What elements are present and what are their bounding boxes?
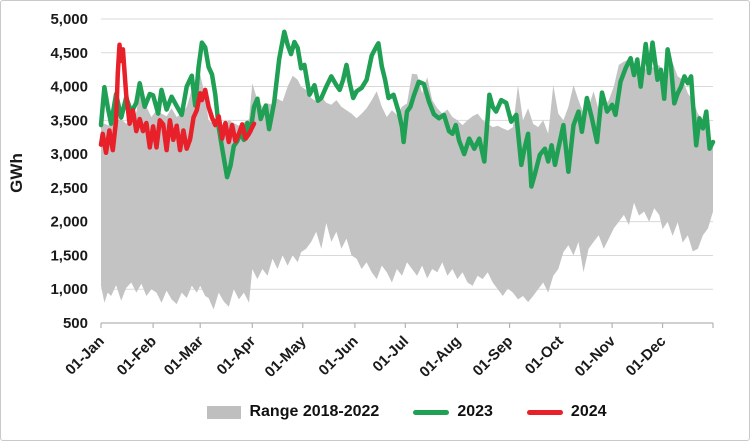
x-axis-group (100, 322, 714, 328)
legend-item-2024: 2024 (526, 403, 607, 421)
x-tick-label: 01-Feb (114, 333, 160, 379)
series-lines-group (98, 29, 716, 189)
y-tick-label: 3,500 (50, 112, 88, 129)
series-2023-swatch (413, 409, 450, 415)
x-tick-label: 01-Jun (315, 333, 361, 379)
y-tick-label: 500 (63, 315, 88, 332)
y-tick-label: 3,000 (50, 146, 88, 163)
range-band-swatch (207, 405, 242, 419)
y-tick-label: 2,500 (50, 180, 88, 197)
y-tick-label: 5,000 (50, 11, 88, 28)
line-2023 (98, 29, 716, 189)
x-tick-label: 01-Aug (416, 333, 464, 381)
x-tick-label: 01-Dec (623, 333, 670, 380)
chart-legend: Range 2018-2022 2023 2024 (101, 397, 713, 427)
x-tick-label: 01-Sep (470, 333, 517, 380)
series-2024-swatch (526, 409, 563, 415)
legend-item-2023: 2023 (413, 403, 493, 421)
y-axis-title: GWh (7, 153, 26, 193)
x-tick-label: 01-May (262, 332, 310, 380)
y-tick-label: 1,000 (50, 281, 88, 298)
x-tick-label: 01-Nov (572, 332, 620, 380)
legend-label-2024: 2024 (570, 403, 607, 420)
y-tick-label: 4,000 (50, 79, 88, 96)
legend-item-range: Range 2018-2022 (207, 403, 379, 421)
x-tick-label: 01-Oct (522, 333, 567, 378)
x-tick-label: 01-Jul (369, 333, 412, 376)
y-tick-label: 2,000 (50, 214, 88, 231)
line-2024 (98, 42, 257, 156)
x-tick-label: 01-Apr (214, 333, 260, 379)
y-tick-label: 1,500 (50, 247, 88, 264)
x-tick-label: 01-Jan (62, 333, 108, 379)
y-tick-label: 4,500 (50, 45, 88, 62)
legend-label-2023: 2023 (457, 403, 493, 420)
x-tick-label: 01-Mar (161, 333, 207, 379)
legend-label-range: Range 2018-2022 (249, 403, 380, 420)
